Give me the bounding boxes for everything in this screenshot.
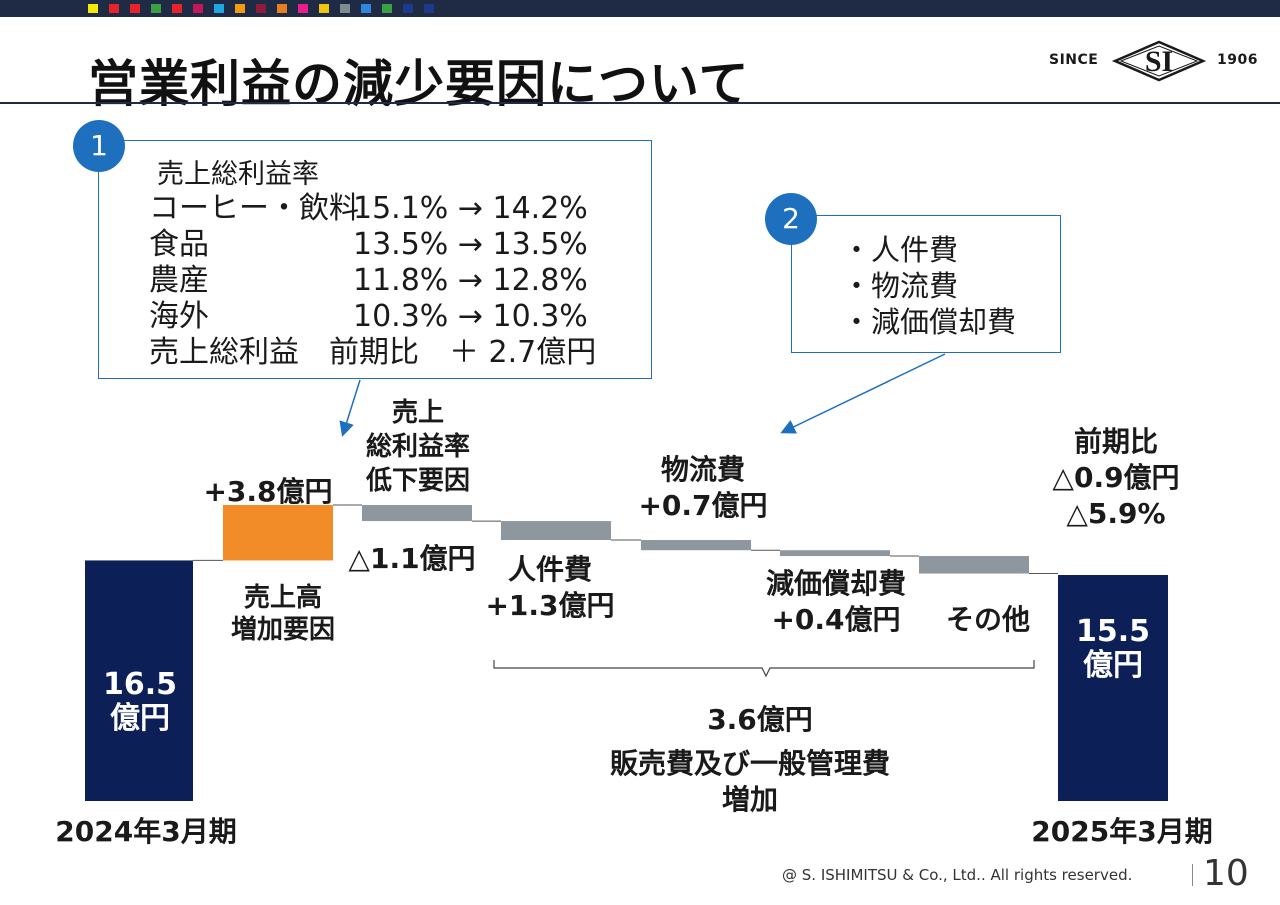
label-personnel: 人件費 +1.3億円 (470, 552, 630, 624)
bar-personnel (501, 521, 611, 541)
row-label: 食品 (149, 227, 209, 262)
row-value: 13.5% → 13.5% (353, 227, 588, 262)
bar-depreciation (780, 550, 890, 557)
color-swatch (214, 4, 224, 13)
gross-margin-heading: 売上総利益率 (157, 159, 319, 190)
category-line: 売上 (391, 398, 444, 428)
color-swatch (256, 4, 266, 13)
title-divider (0, 102, 1280, 104)
category-label-sales: 売上高 増加要因 (198, 582, 368, 646)
start-bar-unit: 億円 (110, 701, 170, 736)
yoy-line: △5.9% (1066, 497, 1166, 530)
caption-line: 販売費及び一般管理費 (609, 747, 890, 780)
box1-pointer-arrow (339, 379, 361, 437)
page-number: 10 (1203, 853, 1249, 894)
badge-number-2: 2 (765, 193, 817, 245)
color-swatch (193, 4, 203, 13)
value-line: +0.7億円 (638, 489, 768, 522)
bar-start (85, 560, 193, 801)
category-line: 総利益率 (365, 432, 470, 462)
value-label-margin: △1.1億円 (348, 542, 476, 575)
sga-item: ・物流費 (842, 269, 959, 303)
color-swatch-strip (88, 4, 434, 13)
sga-bracket (493, 660, 1035, 678)
footer-separator (1192, 864, 1193, 886)
category-line: 売上高 (243, 583, 322, 613)
color-swatch (319, 4, 329, 13)
color-swatch (151, 4, 161, 13)
sga-items-box: ・人件費 ・物流費 ・減価償却費 (791, 215, 1061, 353)
end-bar-unit: 億円 (1083, 648, 1143, 683)
color-swatch (340, 4, 350, 13)
top-bar (0, 0, 1280, 17)
logo-since: SINCE (1049, 52, 1099, 68)
value-line: +0.4億円 (771, 603, 901, 636)
yoy-change-label: 前期比 △0.9億円 △5.9% (1036, 424, 1196, 532)
bracket-value: 3.6億円 (707, 703, 813, 736)
color-swatch (109, 4, 119, 13)
bar-margin (362, 505, 472, 522)
color-swatch (277, 4, 287, 13)
bar-end (1058, 575, 1168, 801)
logo-mark: SI (1145, 45, 1173, 78)
bracket-caption: 販売費及び一般管理費 増加 (570, 746, 930, 818)
category-line: 物流費 (660, 453, 745, 486)
yoy-line: 前期比 (1073, 425, 1158, 458)
row-label: 海外 (149, 299, 209, 334)
color-swatch (424, 4, 434, 13)
color-swatch (235, 4, 245, 13)
category-line: 低下要因 (365, 466, 470, 496)
row-value: 10.3% → 10.3% (353, 299, 588, 334)
category-label-margin: 売上 総利益率 低下要因 (340, 396, 496, 498)
copyright-text: @ S. ISHIMITSU & Co., Ltd.. All rights r… (782, 866, 1133, 884)
bar-sales (223, 505, 333, 561)
gross-margin-box: 売上総利益率 コーヒー・飲料 15.1% → 14.2% 食品 13.5% → 13… (98, 140, 652, 379)
end-bar-label: 15.5 億円 (1058, 615, 1168, 683)
color-swatch (88, 4, 98, 13)
category-line: 増加要因 (230, 615, 335, 645)
category-label-other: その他 (945, 603, 1030, 636)
label-logistics: 物流費 +0.7億円 (618, 452, 788, 524)
sga-item: ・減価償却費 (842, 305, 1017, 339)
margin-row-agri: 農産 11.8% → 12.8% (149, 263, 588, 299)
label-depreciation: 減価償却費 +0.4億円 (748, 566, 924, 638)
logo-diamond-icon: SI (1111, 40, 1207, 82)
category-line: 人件費 (507, 553, 592, 586)
caption-line: 増加 (721, 783, 778, 816)
gross-profit-summary: 売上総利益 前期比 ＋ 2.7億円 (149, 335, 597, 370)
color-swatch (298, 4, 308, 13)
period-label-start: 2024年3月期 (55, 815, 237, 848)
color-swatch (403, 4, 413, 13)
value-label-sales: +3.8億円 (203, 475, 333, 508)
yoy-line: △0.9億円 (1052, 461, 1180, 494)
bar-logistics (641, 540, 751, 551)
start-bar-label: 16.5 億円 (86, 668, 194, 736)
start-bar-value: 16.5 (102, 667, 178, 702)
period-label-end: 2025年3月期 (1031, 815, 1213, 848)
logo-year: 1906 (1217, 52, 1258, 68)
row-label: 農産 (149, 263, 209, 298)
bar-other (919, 556, 1029, 574)
company-logo: SINCE SI 1906 (1045, 40, 1260, 82)
end-bar-value: 15.5 (1075, 614, 1151, 649)
row-value: 11.8% → 12.8% (353, 263, 588, 298)
color-swatch (382, 4, 392, 13)
margin-row-coffee: コーヒー・飲料 15.1% → 14.2% (149, 191, 588, 227)
margin-row-overseas: 海外 10.3% → 10.3% (149, 299, 588, 335)
row-label: コーヒー・飲料 (149, 191, 359, 226)
color-swatch (172, 4, 182, 13)
badge-number-1: 1 (73, 120, 125, 172)
value-line: +1.3億円 (485, 589, 615, 622)
color-swatch (130, 4, 140, 13)
sga-item: ・人件費 (842, 233, 959, 267)
category-line: 減価償却費 (765, 567, 906, 600)
margin-row-food: 食品 13.5% → 13.5% (149, 227, 588, 263)
color-swatch (361, 4, 371, 13)
box2-pointer-arrow (780, 353, 946, 434)
row-value: 15.1% → 14.2% (353, 191, 588, 226)
